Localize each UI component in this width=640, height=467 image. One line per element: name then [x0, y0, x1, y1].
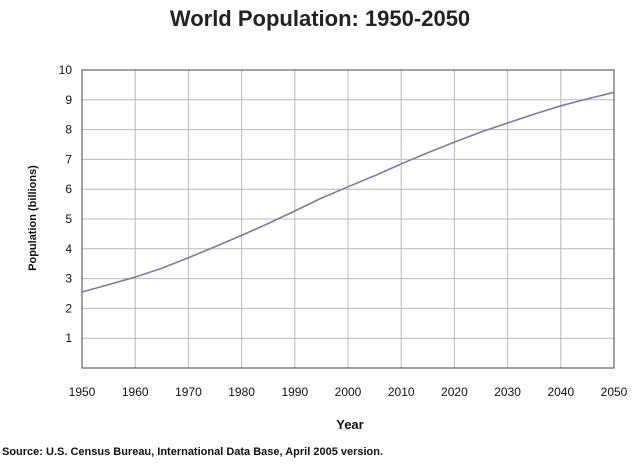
y-tick-label: 9 [65, 93, 72, 107]
source-note: Source: U.S. Census Bureau, Internationa… [2, 446, 384, 458]
x-tick-label: 2020 [441, 385, 468, 399]
y-tick-label: 3 [65, 272, 72, 286]
x-tick-label: 2010 [388, 385, 415, 399]
chart-title: World Population: 1950-2050 [169, 6, 471, 31]
x-tick-label: 1970 [175, 385, 202, 399]
y-tick-label: 2 [65, 301, 72, 315]
population-series-line [81, 91, 615, 293]
y-tick-label: 1 [65, 331, 72, 345]
y-tick-label: 7 [65, 152, 72, 166]
y-tick-label: 5 [65, 212, 72, 226]
y-axis-label: Population (billions) [27, 165, 39, 271]
x-tick-label: 2040 [547, 385, 574, 399]
x-tick-label: 1990 [281, 385, 308, 399]
x-tick-label: 2050 [601, 385, 628, 399]
x-axis-label: Year [336, 417, 363, 432]
y-tick-label: 8 [65, 123, 72, 137]
y-tick-label: 10 [59, 63, 73, 77]
x-tick-label: 1960 [122, 385, 149, 399]
y-tick-label: 6 [65, 182, 72, 196]
plot-border [81, 69, 615, 369]
x-tick-label: 1980 [228, 385, 255, 399]
x-tick-label: 1950 [69, 385, 96, 399]
x-tick-label: 2000 [335, 385, 362, 399]
x-tick-label: 2030 [494, 385, 521, 399]
y-tick-label: 4 [65, 242, 72, 256]
